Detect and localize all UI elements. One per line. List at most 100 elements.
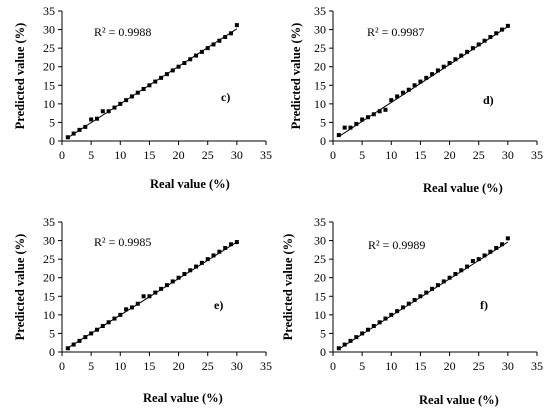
panel-c-data-point xyxy=(135,90,140,95)
panel-c-data-point xyxy=(199,49,204,54)
panel-e-x-tick-label: 30 xyxy=(231,359,243,373)
panel-d-y-tick-label: 30 xyxy=(314,23,326,37)
panel-c-data-point xyxy=(217,38,222,43)
panel-d-data-point xyxy=(389,98,394,103)
panel-d-data-point xyxy=(441,64,446,69)
panel-d-data-point xyxy=(430,72,435,77)
panel-f-y-tick-label: 0 xyxy=(320,345,326,359)
panel-e-y-tick-label: 30 xyxy=(43,234,55,248)
panel-d-data-point xyxy=(470,46,475,51)
panel-e-data-point xyxy=(234,240,239,245)
panel-e-data-point xyxy=(199,260,204,265)
panel-c-y-tick-label: 35 xyxy=(43,4,55,18)
panel-d-y-tick-label: 25 xyxy=(314,41,326,55)
panel-c-y-tick-label: 25 xyxy=(43,41,55,55)
panel-c-data-point xyxy=(188,57,193,62)
panel-c-data-point xyxy=(223,35,228,39)
panel-f-data-point xyxy=(465,264,470,269)
panel-c-data-point xyxy=(194,53,199,58)
panel-c-data-point xyxy=(129,94,134,99)
panel-f-data-point xyxy=(336,346,341,351)
panel-d-panel-label: d) xyxy=(483,93,494,107)
panel-f-data-point xyxy=(441,279,446,284)
panel-d-data-point xyxy=(348,125,353,130)
panel-f-data-point xyxy=(383,316,388,321)
panel-c-data-point xyxy=(94,116,99,121)
panel-e-y-tick-label: 10 xyxy=(43,308,55,322)
panel-f-data-point xyxy=(500,242,505,247)
panel-c-data-point xyxy=(153,79,158,84)
panel-d-data-point xyxy=(412,83,417,88)
panel-f-y-tick-label: 15 xyxy=(314,289,326,303)
panel-d-data-point xyxy=(482,38,487,43)
panel-d-data-point xyxy=(465,49,470,54)
panel-e-data-point xyxy=(141,294,146,299)
panel-e-data-point xyxy=(229,242,234,247)
panel-d-data-point xyxy=(418,79,423,84)
panel-e-data-point xyxy=(176,275,181,280)
panel-d-x-tick-label: 25 xyxy=(473,148,485,162)
panel-d-data-point xyxy=(505,23,510,28)
panel-e-data-point xyxy=(100,324,105,328)
panel-d-data-point xyxy=(400,90,405,95)
panel-c-x-tick-label: 15 xyxy=(143,148,155,162)
panel-f-y-tick-label: 20 xyxy=(314,271,326,285)
panel-c-x-tick-label: 25 xyxy=(202,148,214,162)
panel-e-y-tick-label: 0 xyxy=(49,345,55,359)
panel-d-data-point xyxy=(447,61,452,65)
panel-e-data-point xyxy=(124,307,129,312)
panel-c-data-point xyxy=(176,64,181,69)
panel-f-data-point xyxy=(371,324,376,328)
panel-e-panel-label: e) xyxy=(214,298,223,312)
panel-c-fit-line xyxy=(67,28,238,139)
panel-f-panel-label: f) xyxy=(480,298,488,312)
panel-d-data-point xyxy=(360,117,365,122)
panel-f-y-tick-label: 35 xyxy=(314,215,326,229)
panel-e-x-tick-label: 20 xyxy=(173,359,185,373)
panel-d-data-point xyxy=(365,115,370,120)
panel-f-y-axis-label: Predicted value (%) xyxy=(281,234,295,341)
panel-d-data-point xyxy=(371,112,376,117)
panel-c-x-axis-label: Real value (%) xyxy=(150,177,230,191)
panel-e-data-point xyxy=(77,338,82,343)
panel-c-data-point xyxy=(89,117,94,122)
panel-e-data-point xyxy=(194,264,199,269)
panel-f-data-point xyxy=(365,327,370,332)
panel-f-x-axis-label: Real value (%) xyxy=(419,393,499,407)
panel-f-data-point xyxy=(430,286,435,291)
panel-e-data-point xyxy=(129,305,134,310)
panel-c-x-tick-label: 35 xyxy=(260,148,272,162)
panel-f-y-tick-label: 25 xyxy=(314,252,326,266)
panel-c-data-point xyxy=(83,124,88,129)
panel-f-data-point xyxy=(354,335,359,340)
panel-d-x-axis-label: Real value (%) xyxy=(423,181,503,195)
panel-d-y-tick-label: 15 xyxy=(314,78,326,92)
panel-e-x-tick-label: 15 xyxy=(143,359,155,373)
panel-c-x-tick-label: 0 xyxy=(59,148,65,162)
panel-e-x-tick-label: 0 xyxy=(59,359,65,373)
panel-f-data-point xyxy=(505,236,510,241)
panel-c-y-tick-label: 15 xyxy=(43,78,55,92)
panel-c-y-tick-label: 0 xyxy=(49,134,55,148)
panel-d-x-tick-label: 20 xyxy=(444,148,456,162)
panel-e-x-tick-label: 10 xyxy=(114,359,126,373)
panel-e-data-point xyxy=(65,346,70,351)
panel-d-data-point xyxy=(494,31,499,36)
panel-d-data-point xyxy=(354,121,359,126)
panel-f-data-point xyxy=(453,272,458,276)
panel-d-y-tick-label: 35 xyxy=(314,4,326,18)
panel-e-y-axis-label: Predicted value (%) xyxy=(13,234,27,341)
panel-f-data-point xyxy=(488,249,493,254)
panel-f-data-point xyxy=(395,309,400,314)
panel-d-data-point xyxy=(488,35,493,39)
panel-e-x-tick-label: 25 xyxy=(202,359,214,373)
panel-f-x-tick-label: 15 xyxy=(414,359,426,373)
panel-d-fit-line xyxy=(338,26,509,137)
panel-e-data-point xyxy=(223,246,228,250)
panel-c-data-point xyxy=(118,101,123,106)
panel-c-data-point xyxy=(106,109,111,114)
panel-c-data-point xyxy=(100,109,105,114)
panel-e-data-point xyxy=(153,290,158,295)
panel-d-x-tick-label: 5 xyxy=(359,148,365,162)
